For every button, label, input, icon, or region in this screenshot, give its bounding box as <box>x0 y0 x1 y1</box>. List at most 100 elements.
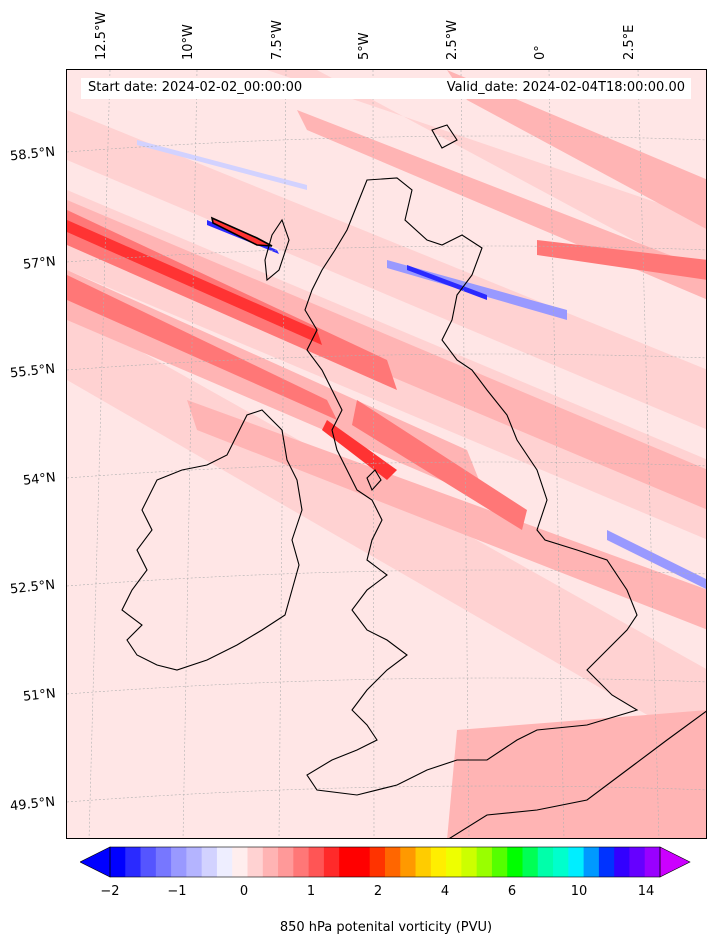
colorbar-tick-neg2: −2 <box>100 884 120 899</box>
colorbar-segment <box>110 847 126 877</box>
pv-band-mid-5 <box>447 710 706 838</box>
colorbar-tick-6: 6 <box>507 884 517 899</box>
coastline-isle-of-man <box>366 469 382 492</box>
parallel-58-5n <box>67 135 706 153</box>
parallel-52-5n <box>67 569 706 587</box>
colorbar-segment <box>262 847 279 877</box>
colorbar-segment <box>644 847 661 877</box>
colorbar-segment <box>507 847 523 877</box>
colorbar-segment <box>186 847 203 877</box>
coastline-orkney <box>431 124 458 149</box>
colorbar-segment <box>400 847 417 877</box>
colorbar-segment <box>598 847 615 877</box>
colorbar-extend-high <box>659 846 691 878</box>
pv-band-mid-3 <box>187 400 706 630</box>
colorbar-tick-2: 2 <box>373 884 383 899</box>
meridian-10w <box>182 70 198 838</box>
coastline-great-britain <box>304 177 639 796</box>
colorbar-segment <box>446 847 462 877</box>
colorbar-title: 850 hPa potenital vorticity (PVU) <box>279 920 493 935</box>
colorbar-segment <box>247 847 264 877</box>
lat-label-54n: 54°N <box>22 470 57 489</box>
pv-band-mid-4 <box>447 70 706 229</box>
colorbar-segment <box>293 847 310 877</box>
meridian-12-5w <box>88 70 111 838</box>
colorbar-outline <box>109 846 661 878</box>
colorbar-segment <box>216 847 233 877</box>
coastlines <box>121 124 706 838</box>
pv-band-mid-1 <box>67 200 706 510</box>
colorbar-segment <box>369 847 386 877</box>
colorbar-segment <box>522 847 539 877</box>
colorbar-segment <box>308 847 325 877</box>
colorbar-segment <box>629 847 646 877</box>
colorbar-segment <box>201 847 218 877</box>
valid-date-label: Valid_date: 2024-02-04T18:00:00.00 <box>446 80 685 95</box>
coastline-france <box>449 710 706 838</box>
lon-label-0: 0° <box>533 45 548 60</box>
colorbar-segment <box>155 847 172 877</box>
colorbar-extend-low <box>80 846 111 878</box>
colorbar-segment <box>339 847 355 877</box>
map-canvas <box>67 70 706 838</box>
colorbar-segment <box>537 847 554 877</box>
header-background <box>81 78 691 99</box>
colorbar-segment <box>140 847 157 877</box>
start-date-label: Start date: 2024-02-02_00:00:00 <box>88 80 303 95</box>
pv-contour-highlight <box>210 216 273 247</box>
colorbar-segment <box>568 847 585 877</box>
pv-band-weak-1 <box>67 110 706 430</box>
colorbar-segment <box>171 847 187 877</box>
lon-label-2-5w: 2.5°W <box>445 19 460 60</box>
colorbar-segment <box>323 847 340 877</box>
pv-band-neg-2 <box>607 530 706 590</box>
parallel-57n <box>67 245 706 263</box>
pv-field-bands <box>67 70 706 838</box>
colorbar-segment <box>476 847 493 877</box>
meridian-2-5e <box>637 70 660 838</box>
coastline-ireland <box>121 409 303 671</box>
lat-label-49-5n: 49.5°N <box>9 794 56 815</box>
colorbar-tick-14: 14 <box>637 884 655 899</box>
colorbar-segment <box>415 847 432 877</box>
colorbar-tick-0: 0 <box>239 884 249 899</box>
meridian-5w <box>372 70 375 838</box>
lon-label-2-5e: 2.5°E <box>622 24 637 60</box>
colorbar-segment <box>354 847 371 877</box>
pv-band-strong-3 <box>352 400 527 530</box>
parallel-55-5n <box>67 353 706 371</box>
lat-label-52-5n: 52.5°N <box>9 577 56 598</box>
colorbar <box>80 846 691 878</box>
colorbar-tick-10: 10 <box>570 884 588 899</box>
colorbar-segment <box>614 847 630 877</box>
pv-band-neg-5 <box>407 265 487 300</box>
colorbar-segment <box>461 847 478 877</box>
colorbar-segment <box>553 847 569 877</box>
lon-label-5w: 5°W <box>357 32 372 60</box>
pv-band-strong-2 <box>67 275 337 420</box>
parallel-54n <box>67 461 706 479</box>
lon-label-7-5w: 7.5°W <box>270 19 285 60</box>
colorbar-segment <box>278 847 294 877</box>
meridian-7-5w <box>278 70 287 838</box>
colorbar-segment <box>125 847 142 877</box>
parallel-51n <box>67 677 706 695</box>
colorbar-segment <box>430 847 447 877</box>
coastline-hebrides <box>264 218 290 282</box>
pv-band-strong-4 <box>537 240 706 280</box>
colorbar-tick-1: 1 <box>306 884 316 899</box>
colorbar-segment <box>385 847 401 877</box>
colorbar-tick-neg1: −1 <box>167 884 187 899</box>
pv-band-vstrong-2 <box>322 420 397 480</box>
colorbar-tick-4: 4 <box>440 884 450 899</box>
lat-label-51n: 51°N <box>22 686 57 705</box>
graticule <box>67 70 706 838</box>
pv-band-vstrong-1 <box>67 220 322 345</box>
lat-label-58-5n: 58.5°N <box>9 144 56 165</box>
colorbar-segment <box>583 847 600 877</box>
map-plot-area <box>66 69 707 839</box>
lat-label-57n: 57°N <box>22 254 57 273</box>
lon-label-12-5w: 12.5°W <box>94 11 109 60</box>
meridian-2-5w <box>460 70 470 838</box>
lon-label-10w: 10°W <box>181 24 196 60</box>
